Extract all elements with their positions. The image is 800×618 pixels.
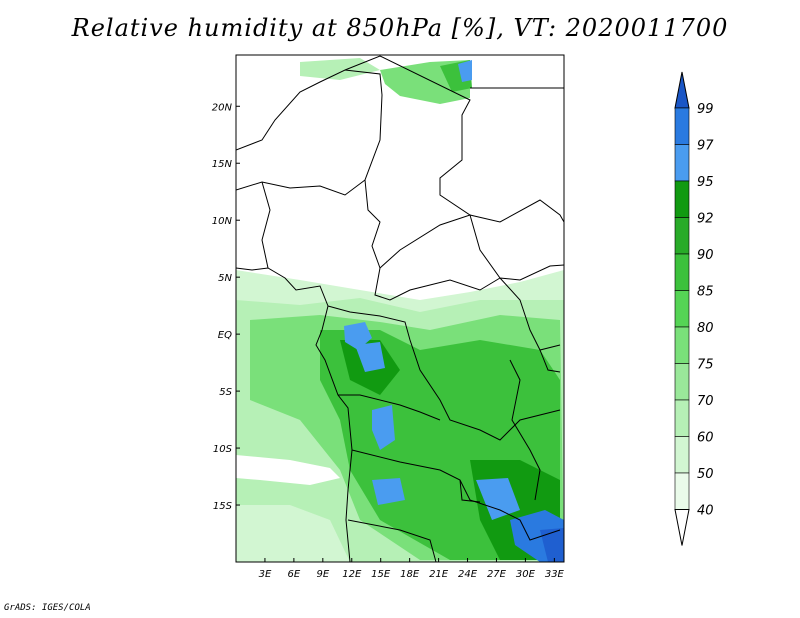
field-95d [372,478,405,505]
lat-tick-label: 5N [218,273,232,284]
colorbar-swatch [674,436,690,474]
colorbar-label: 97 [697,139,714,154]
colorbar-swatch [674,144,690,182]
field-95a [344,322,372,350]
colorbar-swatch [674,290,690,328]
colorbar-swatch [674,253,690,291]
colorbar-label: 70 [697,394,714,409]
map-title: Relative humidity at 850hPa [%], VT: 202… [71,14,729,42]
longitude-axis: 3E 6E 9E 12E 15E 18E 21E 24E 27E 30E 33E [259,558,565,580]
lon-tick-label: 24E [458,569,478,580]
field-north-c [458,60,472,82]
colorbar-swatch [674,107,690,145]
colorbar-label: 90 [697,248,714,263]
colorbar-label: 95 [697,175,714,190]
lat-tick-label: 10S [213,444,233,455]
colorbar-top-arrow [674,71,690,109]
colorbar-label: 50 [697,467,714,482]
grads-credit: GrADS: IGES/COLA [4,603,91,613]
lon-tick-label: 30E [516,569,536,580]
field-95b [355,342,385,372]
lon-tick-label: 6E [288,569,301,580]
colorbar-bottom-arrow [674,509,690,546]
lon-tick-label: 15E [371,569,391,580]
colorbar-swatch [674,399,690,437]
colorbar-label: 92 [697,212,714,227]
latitude-axis: 20N 15N 10N 5N EQ 5S 10S 15S [212,102,240,512]
colorbar-label: 99 [697,102,714,117]
colorbar-swatch [674,363,690,401]
lat-tick-label: 15S [213,501,233,512]
humidity-field [236,58,564,562]
lon-tick-label: 27E [487,569,507,580]
lon-tick-label: 9E [316,569,329,580]
country-borders [236,55,564,562]
lon-tick-label: 3E [259,569,272,580]
colorbar-label: 40 [697,504,714,519]
lon-tick-label: 18E [400,569,420,580]
colorbar-swatch [674,472,690,510]
plot-frame [235,54,565,563]
lat-tick-label: 5S [219,387,232,398]
lon-tick-label: 12E [342,569,362,580]
colorbar: 99 97 95 92 90 85 80 75 70 60 50 40 [674,71,714,546]
field-99 [540,528,564,562]
colorbar-label: 80 [697,321,714,336]
lat-tick-label: 20N [212,102,233,113]
colorbar-swatch [674,326,690,364]
field-95c [372,405,395,450]
colorbar-swatch [674,217,690,255]
lon-tick-label: 21E [429,569,449,580]
lat-tick-label: EQ [218,330,232,341]
colorbar-label: 75 [697,358,714,373]
dry-tongue [236,455,340,485]
field-95e [476,478,520,520]
colorbar-label: 85 [697,285,714,300]
lat-tick-label: 10N [212,216,233,227]
colorbar-swatch [674,180,690,218]
colorbar-label: 60 [697,431,714,446]
lat-tick-label: 15N [212,159,233,170]
lon-tick-label: 33E [545,569,565,580]
